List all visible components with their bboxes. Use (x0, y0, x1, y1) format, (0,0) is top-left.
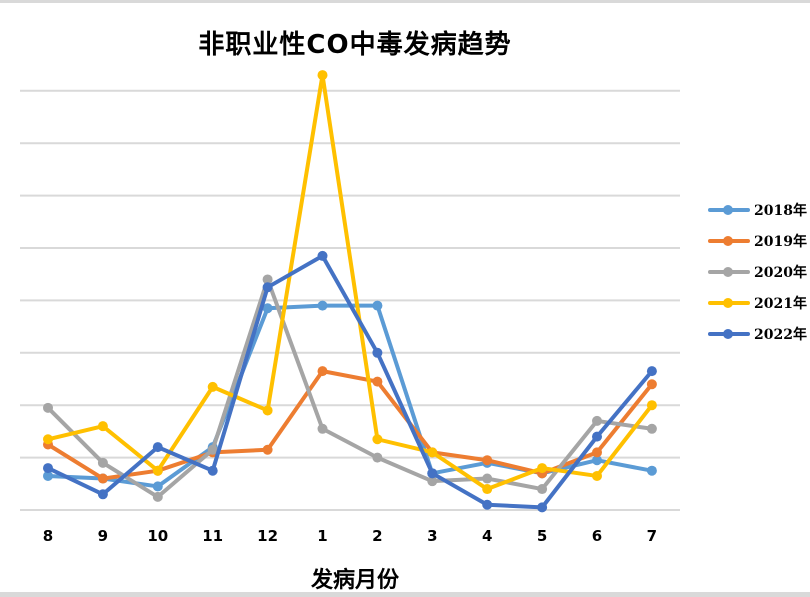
x-tick-label: 5 (537, 527, 547, 545)
legend-label: 2019年 (754, 233, 807, 250)
legend-item: 2022年 (706, 318, 807, 349)
legend-marker-icon (706, 327, 752, 341)
legend-marker-icon (706, 234, 752, 248)
x-tick-label: 9 (98, 527, 108, 545)
data-point (482, 484, 493, 495)
legend-label: 2018年 (754, 202, 807, 219)
data-point (482, 499, 493, 510)
data-point (262, 444, 273, 455)
data-point (152, 491, 163, 502)
data-point (317, 250, 328, 261)
top-border (0, 0, 810, 3)
legend-label: 2020年 (754, 264, 807, 281)
data-point (207, 465, 218, 476)
legend-item: 2018年 (706, 194, 807, 225)
data-point (262, 303, 273, 314)
data-point (427, 447, 438, 458)
data-point (317, 300, 328, 311)
data-point (262, 405, 273, 416)
legend-label: 2021年 (754, 295, 807, 312)
data-point (317, 366, 328, 377)
data-point (482, 455, 493, 466)
x-tick-label: 4 (482, 527, 492, 545)
series-line (46, 73, 654, 492)
data-point (646, 366, 657, 377)
data-point (207, 444, 218, 455)
legend-marker-icon (706, 296, 752, 310)
legend-label: 2022年 (754, 326, 807, 343)
data-point (152, 442, 163, 453)
data-point (317, 423, 328, 434)
legend-item: 2020年 (706, 256, 807, 287)
chart-title: 非职业性CO中毒发病趋势 (198, 30, 512, 60)
x-tick-label: 7 (647, 527, 657, 545)
data-point (372, 347, 383, 358)
data-point (646, 423, 657, 434)
data-point (427, 476, 438, 487)
data-point (97, 489, 108, 500)
x-axis-label: 发病月份 (310, 568, 399, 593)
series-line (46, 277, 654, 499)
data-point (592, 431, 602, 442)
series-line (46, 253, 654, 510)
x-tick-label: 11 (202, 527, 223, 545)
data-point (537, 463, 548, 474)
series-2022 (43, 250, 657, 513)
x-tick-label: 6 (592, 527, 602, 545)
data-point (427, 468, 438, 479)
data-point (43, 463, 53, 474)
data-point (537, 484, 548, 495)
legend-item: 2021年 (706, 287, 807, 318)
data-point (43, 470, 53, 481)
series-2020 (43, 274, 657, 502)
data-point (43, 434, 53, 445)
data-point (372, 452, 383, 463)
data-point (592, 415, 602, 426)
data-point (592, 470, 602, 481)
data-point (97, 457, 108, 468)
data-point (537, 502, 548, 513)
data-point (152, 481, 163, 492)
data-point (592, 455, 602, 466)
data-point (152, 465, 163, 476)
data-point (372, 376, 383, 387)
data-point (262, 274, 273, 285)
data-point (592, 447, 602, 458)
x-tick-label: 12 (257, 527, 278, 545)
series-2021 (43, 70, 657, 495)
legend-item: 2019年 (706, 225, 807, 256)
data-point (317, 70, 328, 81)
x-tick-label: 10 (147, 527, 168, 545)
x-tick-label: 3 (427, 527, 437, 545)
data-point (207, 381, 218, 392)
data-point (372, 434, 383, 445)
data-point (646, 465, 657, 476)
legend-marker-icon (706, 203, 752, 217)
data-point (262, 282, 273, 293)
x-tick-label: 2 (372, 527, 382, 545)
x-tick-label: 1 (317, 527, 327, 545)
data-point (482, 473, 493, 484)
data-point (646, 379, 657, 390)
data-point (43, 402, 53, 413)
data-point (97, 421, 108, 432)
legend: 2018年 2019年 2020年 2021年 2022年 (706, 194, 807, 349)
data-point (372, 300, 383, 311)
data-point (97, 473, 108, 484)
series-line (46, 303, 654, 489)
data-point (646, 400, 657, 411)
legend-marker-icon (706, 265, 752, 279)
bottom-border (0, 592, 810, 597)
x-tick-label: 8 (43, 527, 53, 545)
